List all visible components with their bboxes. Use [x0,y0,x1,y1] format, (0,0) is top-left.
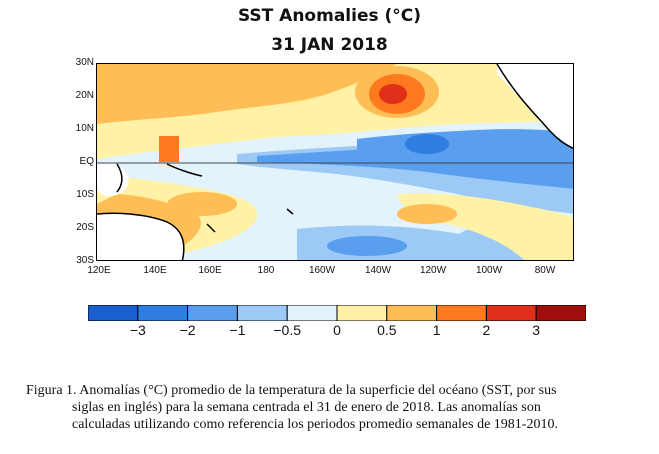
sst-anomaly-field [97,64,573,260]
lon-tick-140e: 140E [143,265,167,276]
colorbar-label: 3 [532,322,541,338]
lat-tick-10n: 10N [75,123,94,134]
colorbar-label: 0.5 [377,322,397,338]
lon-tick-120w: 120W [419,265,447,276]
lon-tick-120e: 120E [87,265,111,276]
lon-tick-160e: 160E [198,265,222,276]
colorbar-swatch [436,305,487,321]
lon-tick-180: 180 [257,265,275,276]
lat-tick-20s: 20S [76,222,94,233]
colorbar-swatch [236,305,288,321]
caption-line-3: calculadas utilizando como referencia lo… [72,417,558,432]
lat-tick-30s: 30S [76,255,94,266]
colorbar-swatch [485,305,537,321]
caption-line-2: siglas en inglés) para la semana centrad… [72,400,541,415]
map-title: SST Anomalies (°C) [237,6,422,26]
lon-tick-160w: 160W [308,265,336,276]
colorbar-label: 1 [432,322,441,338]
colorbar-swatch [286,305,338,321]
figure-caption: Figura 1. Anomalías (°C) promedio de la … [26,382,638,433]
lon-tick-100w: 100W [475,265,503,276]
caption-line-1: Figura 1. Anomalías (°C) promedio de la … [26,383,557,398]
colorbar-swatch [187,305,238,321]
map-date: 31 JAN 2018 [271,35,388,55]
lat-tick-30n: 30N [75,57,94,68]
colorbar-swatch [386,305,438,321]
colorbar-swatch [336,305,388,321]
colorbar [88,305,586,321]
colorbar-label: −1 [229,322,246,338]
colorbar-swatch [535,305,586,321]
colorbar-label: 0 [333,322,341,338]
lat-tick-eq: EQ [79,156,94,167]
colorbar-swatch [88,305,139,321]
sst-anomaly-map [96,63,574,261]
colorbar-swatch [137,305,189,321]
colorbar-label: −0.5 [273,322,301,338]
lat-tick-20n: 20N [75,90,94,101]
lon-tick-80w: 80W [534,265,556,276]
lat-tick-10s: 10S [76,189,94,200]
colorbar-label: 2 [482,322,491,338]
lon-tick-140w: 140W [364,265,392,276]
colorbar-label: −3 [129,322,146,338]
colorbar-label: −2 [179,322,196,338]
